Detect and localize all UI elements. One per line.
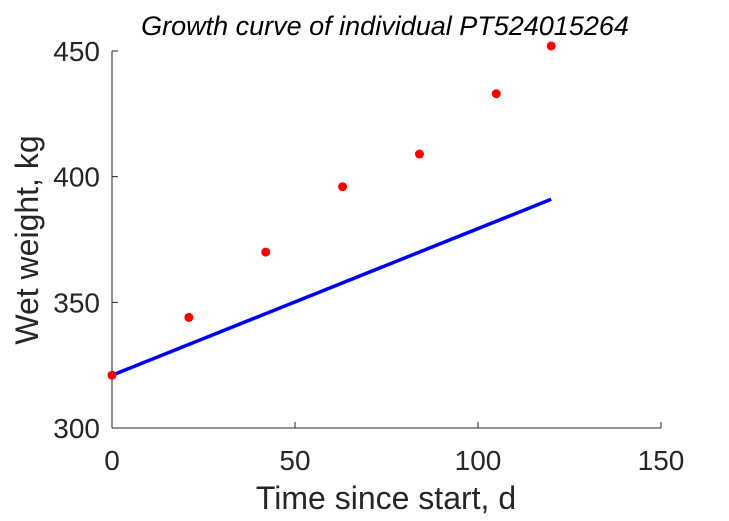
y-tick-label: 400 (53, 162, 100, 193)
y-tick-label: 300 (53, 413, 100, 444)
x-tick-group: 0 50 100 150 (104, 422, 684, 476)
x-tick-label: 100 (455, 445, 502, 476)
y-tick-label: 450 (53, 36, 100, 67)
data-point (414, 149, 424, 159)
x-tick-label: 50 (279, 445, 310, 476)
data-point (338, 182, 348, 192)
chart-title: Growth curve of individual PT524015264 (141, 11, 629, 41)
data-point (107, 370, 117, 380)
x-tick-label: 150 (638, 445, 685, 476)
fit-line (111, 197, 552, 377)
data-point (184, 312, 194, 322)
y-axis-label: Wet weight, kg (9, 135, 45, 344)
x-axis-label: Time since start, d (256, 480, 516, 516)
data-point (491, 89, 501, 99)
plot-area (111, 51, 661, 429)
data-point (261, 247, 271, 257)
data-point (546, 41, 556, 51)
y-tick-group: 300 350 400 450 (53, 36, 118, 444)
series-layer (107, 41, 556, 380)
y-tick-label: 350 (53, 287, 100, 318)
x-tick-label: 0 (104, 445, 120, 476)
